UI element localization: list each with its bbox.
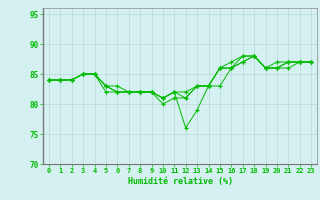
X-axis label: Humidité relative (%): Humidité relative (%) xyxy=(127,177,233,186)
